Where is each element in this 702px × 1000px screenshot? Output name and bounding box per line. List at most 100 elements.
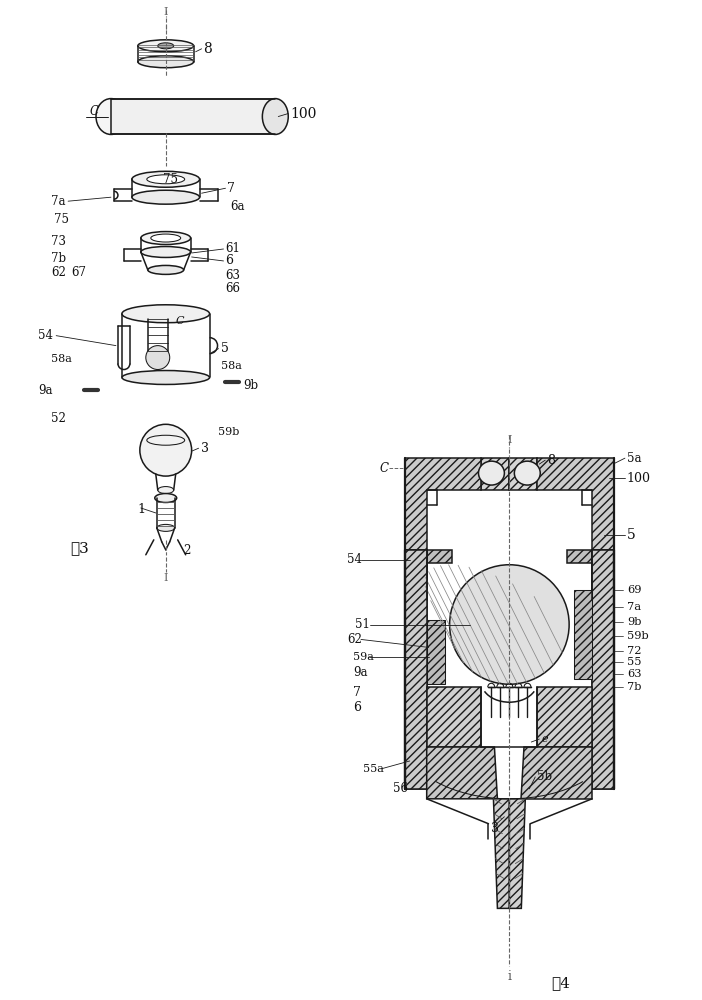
Ellipse shape [148,265,184,274]
Text: 图4: 图4 [551,976,570,990]
Polygon shape [592,550,614,789]
Ellipse shape [158,487,173,494]
Text: 6: 6 [353,701,361,714]
Text: I: I [164,573,168,583]
Text: 51: 51 [355,618,370,631]
Text: 63: 63 [627,669,642,679]
Polygon shape [427,620,444,684]
Text: 9b: 9b [244,379,258,392]
Ellipse shape [122,305,210,323]
Polygon shape [537,687,592,747]
Text: 100: 100 [627,472,651,485]
Text: 6a: 6a [230,200,245,213]
Text: 72: 72 [627,646,642,656]
Text: 9a: 9a [353,666,367,679]
Ellipse shape [479,461,505,485]
Text: C: C [380,462,389,475]
Polygon shape [427,747,498,799]
Text: C: C [176,316,184,326]
Ellipse shape [147,175,185,184]
Ellipse shape [96,99,126,134]
Text: 59b: 59b [627,631,649,641]
Text: 3: 3 [491,822,499,835]
Text: C: C [90,105,98,118]
Text: 9a: 9a [38,384,53,397]
Text: 66: 66 [225,282,241,295]
Text: i: i [508,970,511,983]
Circle shape [140,424,192,476]
Bar [111,99,275,134]
Text: 58a: 58a [51,354,72,364]
Text: 7: 7 [227,182,235,195]
Polygon shape [537,458,614,550]
Text: 7b: 7b [627,682,642,692]
Text: 59b: 59b [218,427,239,437]
Text: 75: 75 [54,213,69,226]
Text: 9b: 9b [627,617,642,627]
Text: 62: 62 [347,633,362,646]
Ellipse shape [151,234,180,242]
Text: 67: 67 [71,266,86,279]
Text: 55: 55 [627,657,642,667]
Ellipse shape [141,247,191,257]
Text: 100: 100 [290,107,317,121]
Text: 5: 5 [627,528,635,542]
Text: 55a: 55a [363,764,384,774]
Polygon shape [510,458,537,490]
Text: 7a: 7a [51,195,66,208]
Ellipse shape [158,43,173,49]
Text: 59a: 59a [353,652,374,662]
Ellipse shape [138,56,194,68]
Polygon shape [522,747,592,799]
Polygon shape [405,458,482,550]
Text: e: e [541,734,548,744]
Text: 58a: 58a [220,361,241,371]
Text: 5b: 5b [537,770,552,783]
Polygon shape [405,550,427,789]
Text: 52: 52 [51,412,66,425]
Polygon shape [574,590,592,679]
Ellipse shape [132,190,199,204]
Text: 2: 2 [184,544,191,557]
Polygon shape [567,550,592,563]
Circle shape [146,346,170,370]
Polygon shape [494,799,510,908]
Text: 5a: 5a [627,452,642,465]
Polygon shape [427,550,451,563]
Text: 73: 73 [51,235,66,248]
Ellipse shape [138,40,194,52]
Ellipse shape [263,99,289,134]
Polygon shape [405,550,427,789]
Text: 61: 61 [225,242,240,255]
Text: 3: 3 [201,442,208,455]
Text: I: I [507,435,512,445]
Text: 图3: 图3 [70,541,89,555]
Circle shape [449,565,569,684]
Text: 7a: 7a [627,602,641,612]
Polygon shape [592,550,614,789]
Ellipse shape [515,461,541,485]
Text: 75: 75 [164,173,178,186]
Text: 8: 8 [548,454,555,467]
Text: 54: 54 [347,553,362,566]
Text: 63: 63 [225,269,241,282]
Ellipse shape [122,371,210,384]
Ellipse shape [157,524,175,531]
Text: 7: 7 [353,686,361,699]
Polygon shape [510,799,525,908]
Ellipse shape [141,232,191,245]
Text: 54: 54 [38,329,53,342]
Polygon shape [482,458,510,490]
Text: I: I [164,7,168,17]
Text: 1: 1 [138,503,146,516]
Text: 69: 69 [627,585,642,595]
Text: 5: 5 [220,342,228,355]
Text: 7b: 7b [51,252,66,265]
Text: 62: 62 [51,266,66,279]
Ellipse shape [132,171,199,187]
Polygon shape [427,687,482,747]
Text: 56: 56 [393,782,408,795]
Text: 6: 6 [225,254,234,267]
Ellipse shape [154,494,177,502]
Text: 8: 8 [204,42,212,56]
